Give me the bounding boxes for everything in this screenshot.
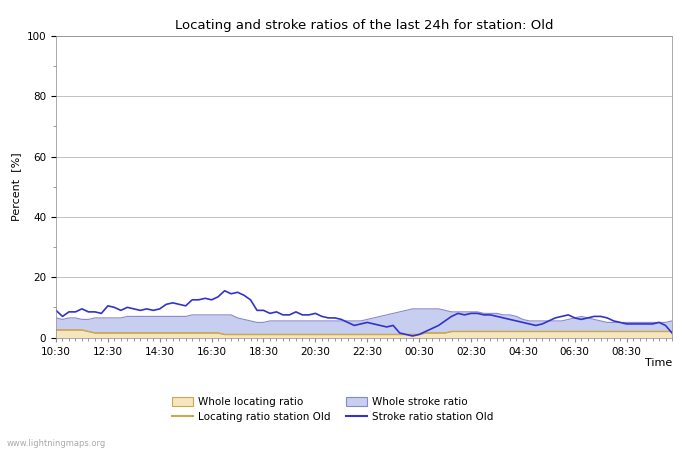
Y-axis label: Percent  [%]: Percent [%] (11, 153, 21, 221)
Title: Locating and stroke ratios of the last 24h for station: Old: Locating and stroke ratios of the last 2… (175, 19, 553, 32)
Text: www.lightningmaps.org: www.lightningmaps.org (7, 439, 106, 448)
Legend: Whole locating ratio, Locating ratio station Old, Whole stroke ratio, Stroke rat: Whole locating ratio, Locating ratio sta… (172, 397, 493, 422)
Text: Time: Time (645, 358, 672, 368)
